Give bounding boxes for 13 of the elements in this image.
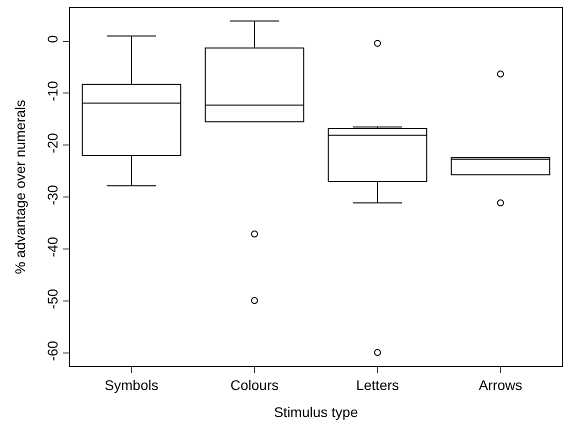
y-tick-label: -40 xyxy=(44,236,60,258)
x-axis-title: Stimulus type xyxy=(274,404,358,420)
y-tick-label: -10 xyxy=(44,80,60,102)
x-tick-label: Arrows xyxy=(478,376,522,393)
y-axis-title: % advantage over numerals xyxy=(12,100,28,274)
x-tick-label: Colours xyxy=(230,376,279,393)
x-tick-label: Letters xyxy=(356,376,399,393)
y-tick-label: -20 xyxy=(44,132,60,154)
y-tick-label: -60 xyxy=(44,340,60,362)
x-tick-label: Symbols xyxy=(104,376,158,393)
y-tick-label: -30 xyxy=(44,184,60,206)
y-tick-label: -50 xyxy=(44,288,60,310)
y-tick-label: 0 xyxy=(44,35,60,44)
